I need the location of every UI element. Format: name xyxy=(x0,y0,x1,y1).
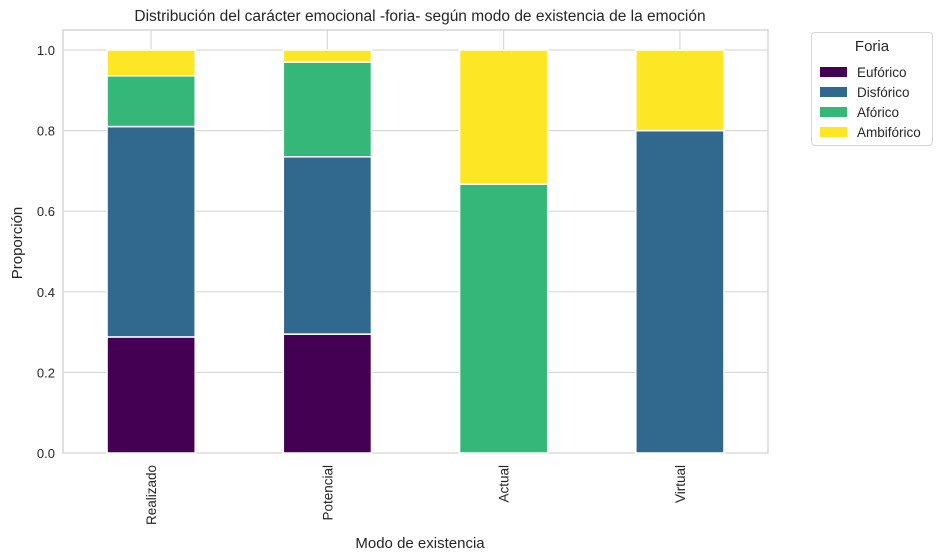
bar-segment xyxy=(635,49,725,132)
bar-segment xyxy=(106,75,196,128)
legend-entry: Afórico xyxy=(820,103,899,121)
legend-label: Afórico xyxy=(857,104,900,120)
bar-segment xyxy=(106,336,196,454)
bar-segment xyxy=(282,333,373,454)
bar-segment xyxy=(282,156,373,335)
x-tick-label: Actual xyxy=(497,465,512,503)
legend-label: Eufórico xyxy=(857,64,907,80)
bar-segment xyxy=(635,129,725,454)
y-axis-label: Proporción xyxy=(9,207,26,280)
legend-swatch xyxy=(820,127,847,137)
legend-swatch xyxy=(820,67,847,77)
legend-entry: Ambifórico xyxy=(820,123,921,141)
legend-title: Foria xyxy=(854,38,890,55)
x-tick-label: Potencial xyxy=(320,465,335,521)
bar-segment xyxy=(282,61,373,158)
y-tick-label: 0.0 xyxy=(37,446,55,461)
bar-segment xyxy=(282,49,373,63)
x-axis-label: Modo de existencia xyxy=(355,535,485,552)
y-tick-label: 0.4 xyxy=(37,285,55,300)
bar-segment xyxy=(106,125,196,338)
bar-segment xyxy=(458,49,549,185)
legend-label: Disfórico xyxy=(857,84,910,100)
legend-swatch xyxy=(820,87,847,97)
legend-entry: Disfórico xyxy=(820,83,910,101)
legend-label: Ambifórico xyxy=(857,124,921,140)
x-tick-label: Virtual xyxy=(673,465,688,503)
legend-swatch xyxy=(820,107,847,117)
y-tick-label: 0.2 xyxy=(37,365,55,380)
y-tick-label: 1.0 xyxy=(37,43,55,58)
chart-title: Distribución del carácter emocional -for… xyxy=(134,8,705,25)
bar-segment xyxy=(458,183,549,454)
bar-segment xyxy=(106,49,196,77)
legend: Foria Eufórico Disfórico Afórico Ambifórico xyxy=(811,32,933,146)
legend-entry: Eufórico xyxy=(820,63,907,81)
y-tick-label: 0.8 xyxy=(37,124,55,139)
y-tick-label: 0.6 xyxy=(37,204,55,219)
x-tick-label: Realizado xyxy=(144,465,159,525)
